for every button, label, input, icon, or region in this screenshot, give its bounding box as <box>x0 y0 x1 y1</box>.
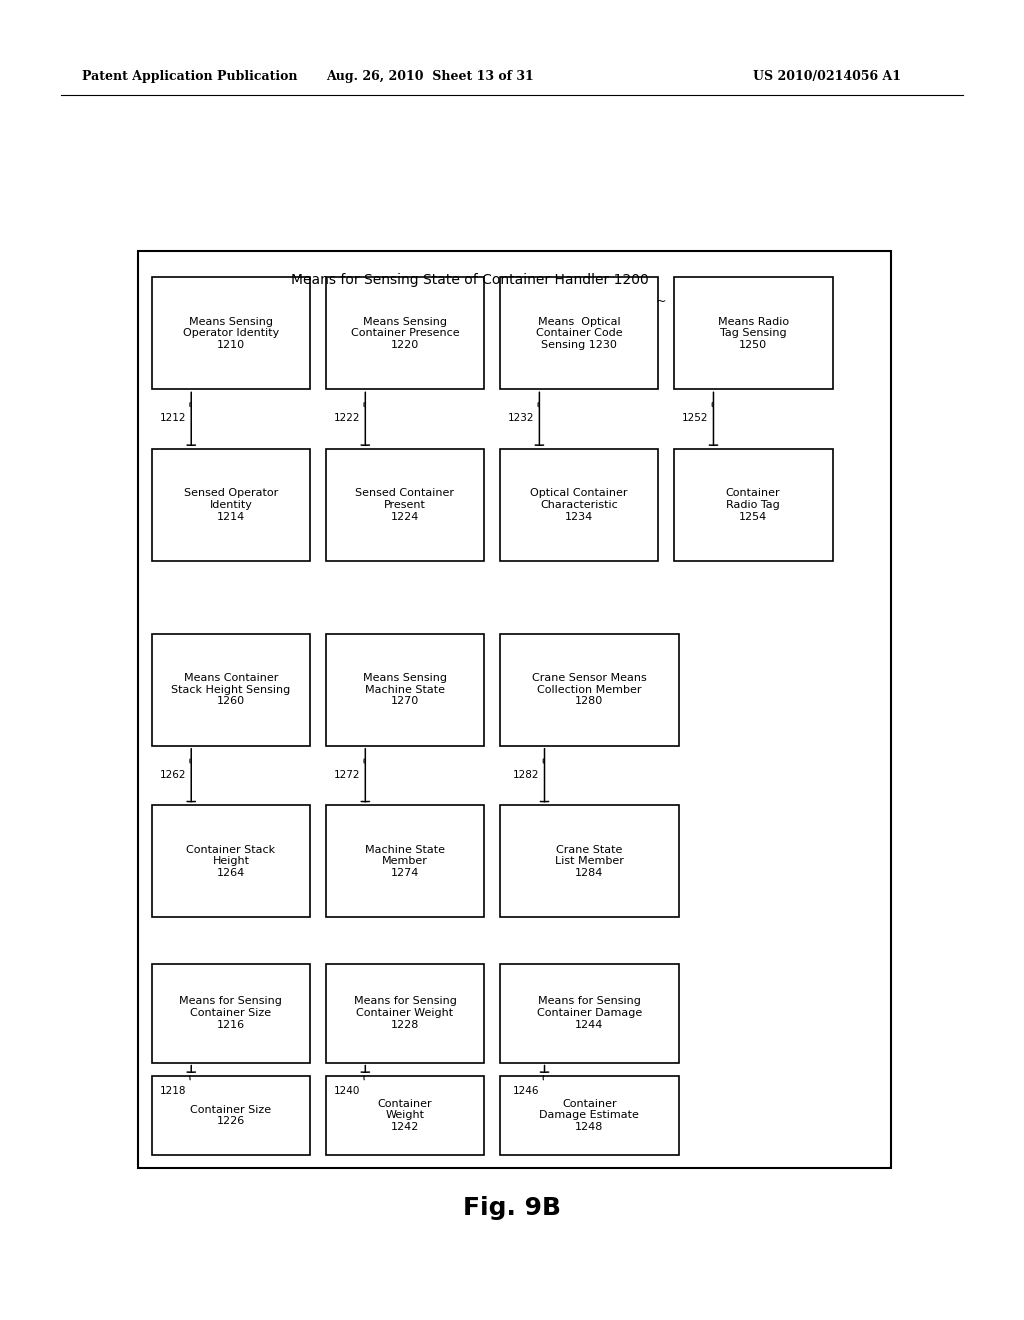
Bar <box>500 449 658 561</box>
Bar <box>674 277 833 389</box>
Text: 1282: 1282 <box>513 770 540 780</box>
Bar <box>500 964 679 1063</box>
Text: US 2010/0214056 A1: US 2010/0214056 A1 <box>753 70 901 83</box>
Bar <box>152 1076 310 1155</box>
Text: 1212: 1212 <box>160 413 186 424</box>
Text: Means Radio
Tag Sensing
1250: Means Radio Tag Sensing 1250 <box>718 317 788 350</box>
Text: Crane Sensor Means
Collection Member
1280: Crane Sensor Means Collection Member 128… <box>531 673 647 706</box>
Text: Means for Sensing State of Container Handler 1200: Means for Sensing State of Container Han… <box>291 273 648 286</box>
Text: Means Sensing
Operator Identity
1210: Means Sensing Operator Identity 1210 <box>183 317 279 350</box>
Text: 1246: 1246 <box>513 1086 540 1097</box>
Bar <box>152 805 310 917</box>
Text: Means for Sensing
Container Size
1216: Means for Sensing Container Size 1216 <box>179 997 283 1030</box>
Text: 1222: 1222 <box>334 413 360 424</box>
Text: Container
Weight
1242: Container Weight 1242 <box>378 1098 432 1133</box>
Bar <box>152 634 310 746</box>
Text: 1240: 1240 <box>334 1086 360 1097</box>
Bar <box>326 277 484 389</box>
Text: Means for Sensing
Container Damage
1244: Means for Sensing Container Damage 1244 <box>537 997 642 1030</box>
Text: Crane State
List Member
1284: Crane State List Member 1284 <box>555 845 624 878</box>
Text: Sensed Operator
Identity
1214: Sensed Operator Identity 1214 <box>183 488 279 521</box>
Bar <box>326 634 484 746</box>
Text: Container
Radio Tag
1254: Container Radio Tag 1254 <box>726 488 780 521</box>
Bar <box>500 1076 679 1155</box>
Text: 1252: 1252 <box>682 413 709 424</box>
Bar <box>326 449 484 561</box>
Text: Means for Sensing
Container Weight
1228: Means for Sensing Container Weight 1228 <box>353 997 457 1030</box>
Text: Container Stack
Height
1264: Container Stack Height 1264 <box>186 845 275 878</box>
Bar <box>500 634 679 746</box>
Text: ~: ~ <box>656 294 667 308</box>
Bar <box>326 805 484 917</box>
Text: 1232: 1232 <box>508 413 535 424</box>
Text: Means Sensing
Container Presence
1220: Means Sensing Container Presence 1220 <box>350 317 460 350</box>
Text: Container Size
1226: Container Size 1226 <box>190 1105 271 1126</box>
Text: Aug. 26, 2010  Sheet 13 of 31: Aug. 26, 2010 Sheet 13 of 31 <box>327 70 534 83</box>
Bar <box>152 964 310 1063</box>
Text: Patent Application Publication: Patent Application Publication <box>82 70 297 83</box>
Text: Container
Damage Estimate
1248: Container Damage Estimate 1248 <box>540 1098 639 1133</box>
Bar <box>500 805 679 917</box>
Bar <box>500 277 658 389</box>
Text: 1272: 1272 <box>334 770 360 780</box>
Bar <box>326 964 484 1063</box>
Text: Means  Optical
Container Code
Sensing 1230: Means Optical Container Code Sensing 123… <box>536 317 623 350</box>
Bar <box>152 449 310 561</box>
Text: Fig. 9B: Fig. 9B <box>463 1196 561 1220</box>
Text: Sensed Container
Present
1224: Sensed Container Present 1224 <box>355 488 455 521</box>
Bar <box>674 449 833 561</box>
Text: 1262: 1262 <box>160 770 186 780</box>
Bar <box>138 251 891 1168</box>
Bar <box>152 277 310 389</box>
Bar <box>326 1076 484 1155</box>
Text: Means Container
Stack Height Sensing
1260: Means Container Stack Height Sensing 126… <box>171 673 291 706</box>
Text: Optical Container
Characteristic
1234: Optical Container Characteristic 1234 <box>530 488 628 521</box>
Text: Machine State
Member
1274: Machine State Member 1274 <box>365 845 445 878</box>
Text: 1218: 1218 <box>160 1086 186 1097</box>
Text: Means Sensing
Machine State
1270: Means Sensing Machine State 1270 <box>362 673 447 706</box>
